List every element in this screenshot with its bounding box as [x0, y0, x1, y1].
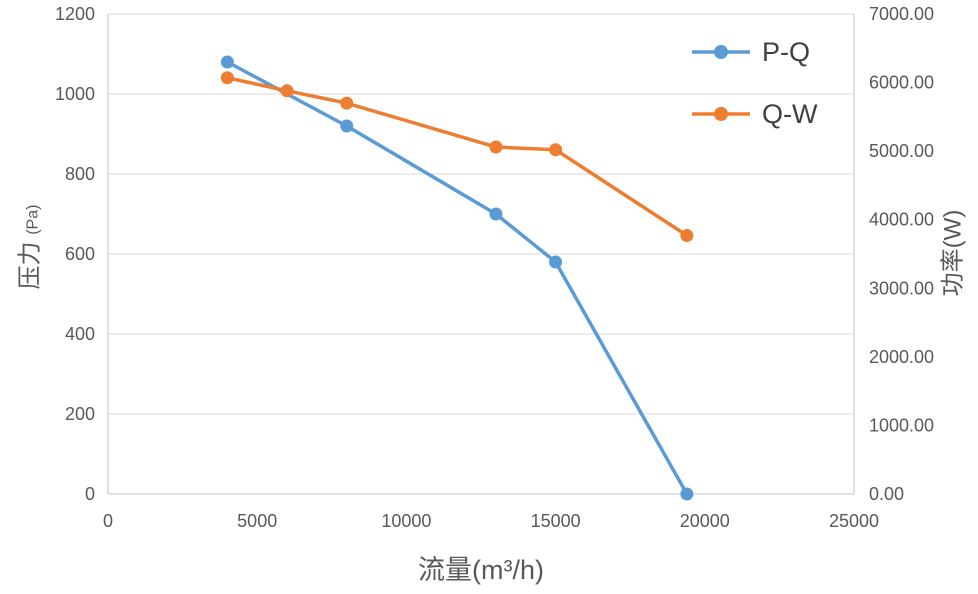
- y-right-tick-label: 5000.00: [869, 141, 934, 161]
- data-point-Q-W: [220, 71, 234, 85]
- data-point-Q-W: [680, 228, 694, 242]
- x-tick-label: 20000: [680, 511, 730, 531]
- legend-marker-icon: [692, 45, 750, 59]
- y-axis-title-right: 功率(W): [939, 209, 967, 297]
- legend-item-Q-W: Q-W: [692, 98, 817, 130]
- y-left-tick-label: 1200: [55, 4, 95, 24]
- x-tick-label: 10000: [381, 511, 431, 531]
- legend-label: P-Q: [762, 36, 811, 67]
- y-axis-title-left: 压力 (Pa): [10, 205, 45, 290]
- data-point-P-Q: [680, 487, 694, 501]
- y-right-tick-label: 7000.00: [869, 4, 934, 24]
- y-left-tick-label: 0: [85, 484, 95, 504]
- legend-item-P-Q: P-Q: [692, 36, 817, 68]
- y-axis-title-left-text: 压力: [16, 241, 44, 290]
- data-point-Q-W: [280, 84, 294, 98]
- legend-label: Q-W: [762, 98, 818, 129]
- x-tick-label: 25000: [829, 511, 879, 531]
- y-left-tick-label: 1000: [55, 84, 95, 104]
- y-left-tick-label: 200: [65, 404, 95, 424]
- data-point-Q-W: [489, 140, 503, 154]
- x-tick-label: 0: [103, 511, 113, 531]
- y-left-tick-label: 600: [65, 244, 95, 264]
- y-left-tick-label: 800: [65, 164, 95, 184]
- y-right-tick-label: 4000.00: [869, 210, 934, 230]
- data-point-P-Q: [489, 207, 503, 221]
- series-line-Q-W: [225, 76, 689, 238]
- data-point-P-Q: [220, 55, 234, 69]
- y-right-tick-label: 1000.00: [869, 415, 934, 435]
- legend-marker-icon: [692, 107, 750, 121]
- data-point-Q-W: [549, 143, 563, 157]
- y-axis-title-left-unit: (Pa): [24, 204, 42, 235]
- y-left-tick-label: 400: [65, 324, 95, 344]
- y-right-tick-label: 3000.00: [869, 278, 934, 298]
- y-right-tick-label: 6000.00: [869, 73, 934, 93]
- legend: P-Q Q-W: [692, 36, 817, 130]
- series-line-P-Q: [225, 60, 689, 496]
- x-tick-label: 15000: [531, 511, 581, 531]
- x-axis-title: 流量(m³/h): [418, 555, 544, 585]
- y-right-tick-label: 0.00: [869, 484, 904, 504]
- y-right-tick-label: 2000.00: [869, 347, 934, 367]
- data-point-Q-W: [340, 96, 354, 110]
- data-point-P-Q: [549, 255, 563, 269]
- data-point-P-Q: [340, 119, 354, 133]
- x-tick-label: 5000: [237, 511, 277, 531]
